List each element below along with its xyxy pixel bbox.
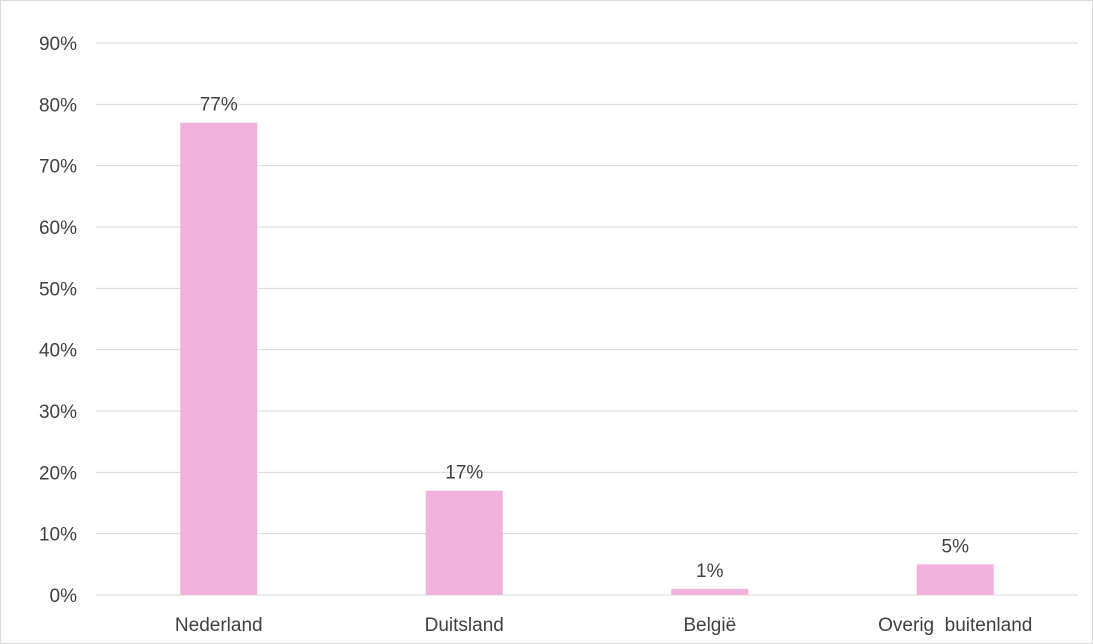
y-tick-label: 30% <box>39 402 77 423</box>
y-tick-label: 90% <box>39 34 77 55</box>
bar <box>671 588 749 595</box>
bars <box>180 122 994 595</box>
x-category-label: Nederland <box>175 615 263 636</box>
y-tick-label: 10% <box>39 525 77 546</box>
data-label: 17% <box>445 463 483 484</box>
x-category-label: Duitsland <box>425 615 504 636</box>
bar <box>425 490 503 595</box>
gridlines <box>96 42 1078 596</box>
x-category-label: Overig buitenland <box>878 615 1032 636</box>
bar <box>916 564 994 595</box>
y-tick-label: 0% <box>50 586 78 607</box>
x-category-label: België <box>683 615 736 636</box>
data-label: 77% <box>200 95 238 116</box>
x-axis-category-labels: Nederland Duitsland België Overig buitenlan… <box>175 615 1032 636</box>
y-tick-label: 50% <box>39 279 77 300</box>
y-tick-label: 20% <box>39 463 77 484</box>
data-labels: 77% 17% 1% 5% <box>200 95 969 582</box>
data-label: 1% <box>696 561 724 582</box>
y-tick-label: 40% <box>39 341 77 362</box>
y-tick-label: 70% <box>39 157 77 178</box>
bar <box>180 122 258 595</box>
y-axis-tick-labels: 0% 10% 20% 30% 40% 50% 60% 70% 80% 90% <box>39 34 77 607</box>
y-tick-label: 80% <box>39 95 77 116</box>
data-label: 5% <box>942 536 970 557</box>
y-tick-label: 60% <box>39 218 77 239</box>
